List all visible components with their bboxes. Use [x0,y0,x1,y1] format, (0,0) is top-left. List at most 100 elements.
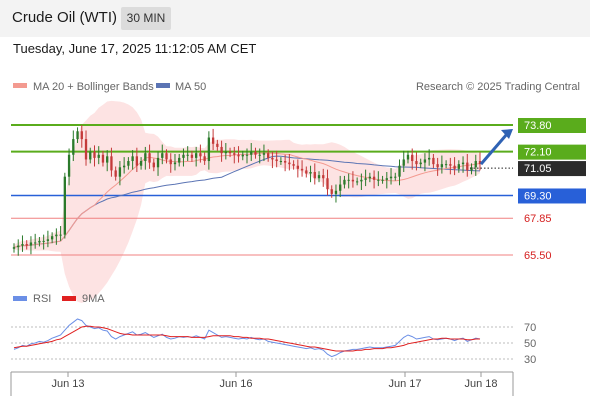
candle-body [474,161,477,168]
candle-body [283,161,287,163]
candle-body [347,179,350,181]
candle-body [165,153,168,160]
candle-body [148,153,151,163]
candle-body [55,234,58,237]
current-price-tag [518,161,586,177]
candle-body [339,184,342,191]
timestamp: Tuesday, June 17, 2025 11:12:05 AM CET [13,41,257,56]
candle-body [80,131,83,140]
projection-arrow-shaft [479,133,509,166]
copyright-notice: Research © 2025 Trading Central [416,81,580,93]
candle-body [406,154,410,160]
candle-body [461,162,465,165]
candle-body [343,179,346,185]
candle-body [411,154,414,162]
rsi-legend-label: RSI [33,293,51,305]
candle-body [322,175,325,179]
time-label-2: Jun 17 [388,378,421,390]
candle-body [389,176,393,179]
price-label-65.50: 65.50 [524,250,552,262]
candle-body [211,137,215,144]
candle-body [89,151,92,160]
candle-body [97,154,100,158]
candle-body [84,139,88,160]
rsi-tick-30: 30 [524,354,536,366]
price-tag-label-73.80: 73.80 [524,120,552,132]
candle-body [351,179,355,182]
candle-body [296,165,300,169]
candle-body [423,159,427,163]
candle-body [118,167,122,177]
candle-body [288,162,291,165]
candle-body [334,190,338,194]
candle-body [419,162,422,165]
candle-body [449,164,452,166]
price-tag-69.30 [518,188,586,204]
candle-body [317,175,321,179]
candle-body [25,244,28,246]
candle-body [385,178,388,180]
ma20-legend-label: MA 20 + Bollinger Bands [33,81,154,93]
candle-body [152,162,155,168]
candle-body [34,242,37,244]
candle-body [224,151,227,154]
candle-body [453,165,456,169]
candle-body [355,181,359,183]
ma20-legend-swatch [13,83,27,88]
candle-body [12,247,16,249]
candle-body [326,178,329,190]
candle-body [203,156,206,162]
candle-body [233,153,236,155]
candle-body [444,164,448,166]
candle-body [194,153,198,158]
candle-body [470,167,473,171]
price-plot-area: 73.80 72.10 69.30 67.85 65.50 71.05 [11,100,586,304]
candle-body [67,154,71,177]
candle-body [72,139,75,155]
header-bar: Crude Oil (WTI) 30 MIN [0,0,590,37]
price-tag-label-72.10: 72.10 [524,147,552,159]
candle-body [394,176,397,178]
projection-arrow-head [501,129,513,139]
candle-body [250,151,253,155]
candle-body [122,165,126,168]
candle-body [190,154,194,158]
candle-body [292,164,295,166]
price-tag-73.80 [518,118,586,133]
candle-body [309,171,312,174]
candle-body [106,156,109,163]
rsi-tick-70: 70 [524,322,536,334]
candle-body [415,161,418,165]
rsi-line [13,318,481,358]
candle-body [59,234,62,236]
candle-body [300,168,304,171]
candle-body [241,154,244,157]
candle-body [139,161,143,166]
rsi-legend-swatch [13,296,27,301]
candle-body [156,157,160,168]
rsi-ma-line [13,325,480,352]
interval-button[interactable]: 30 MIN [121,7,171,30]
bollinger-band [14,100,480,304]
ma50-legend-label: MA 50 [175,81,206,93]
candle-body [144,153,147,162]
time-label-3: Jun 18 [464,378,497,390]
candle-body [182,154,185,158]
candle-body [457,164,460,169]
price-label-67.85: 67.85 [524,213,552,225]
candle-body [216,143,219,147]
candle-body [372,176,376,180]
candle-body [17,245,20,248]
candle-body [93,151,96,158]
time-label-0: Jun 13 [51,378,84,390]
candle-body [178,157,181,163]
candle-body [173,162,177,165]
rsi-tick-50: 50 [524,338,536,350]
candle-body [478,161,482,165]
candle-body [114,170,117,177]
rsi-plot-area: 70 50 30 [11,318,536,366]
candle-body [305,170,308,174]
candle-body [110,156,113,171]
